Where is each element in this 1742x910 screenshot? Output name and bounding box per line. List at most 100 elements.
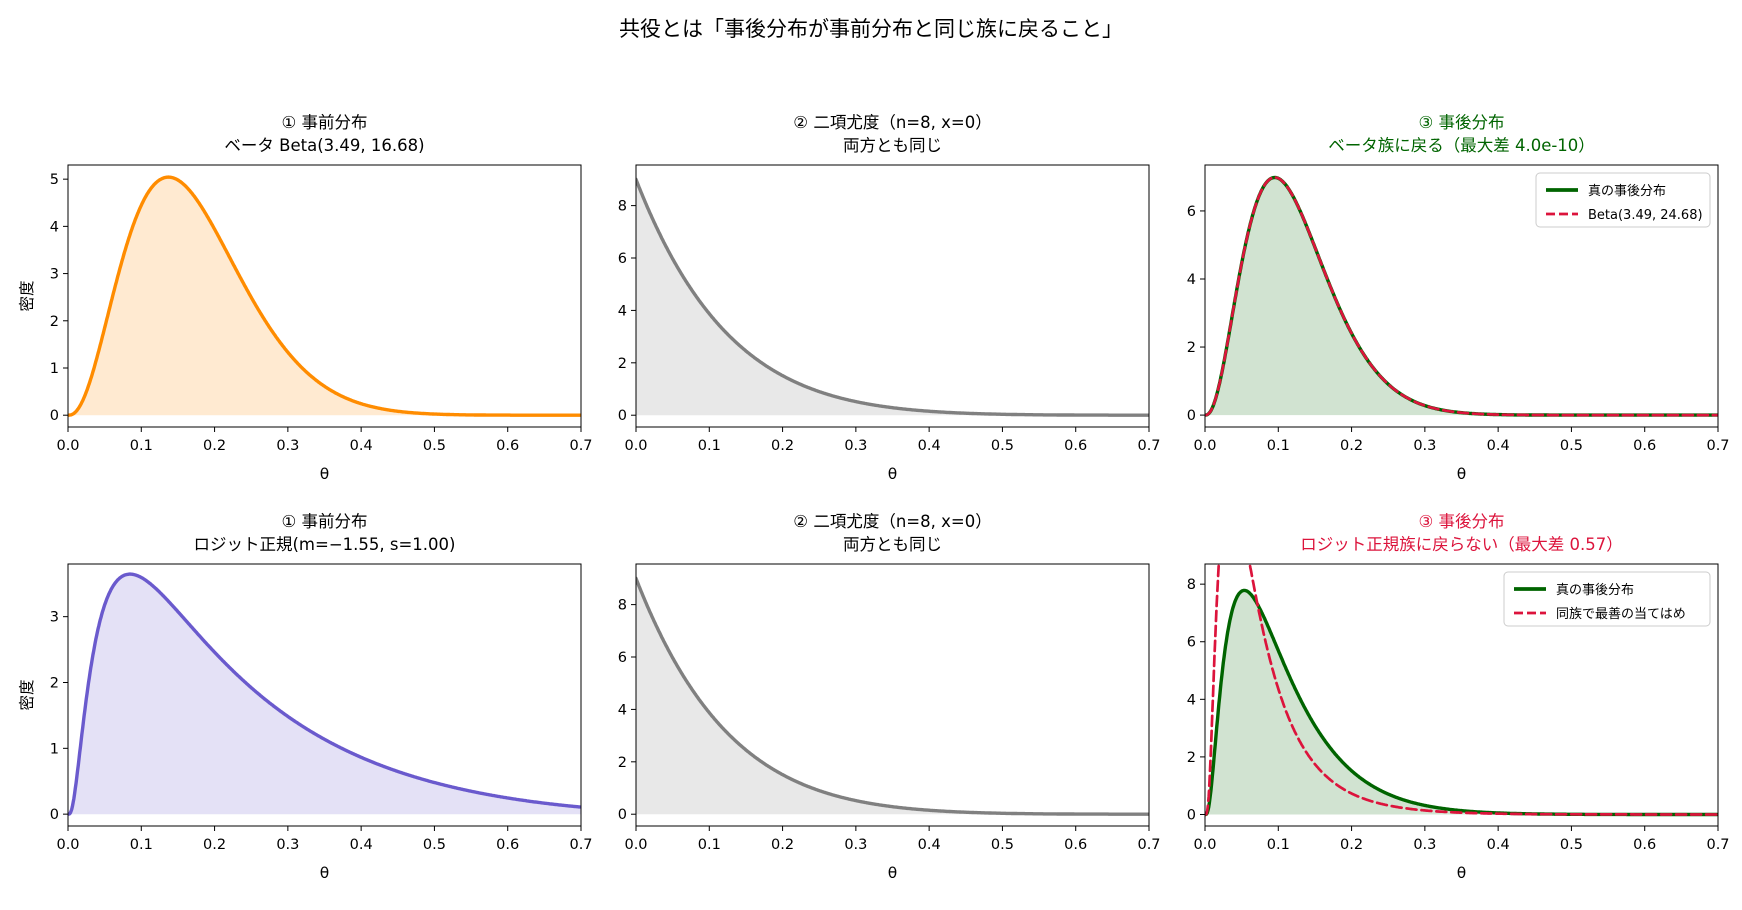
x-tick-label: 0.6 <box>1064 438 1087 454</box>
panel-title: ③ 事後分布 <box>1418 512 1504 531</box>
x-tick-label: 0.4 <box>918 837 941 853</box>
y-tick-label: 0 <box>1187 807 1196 823</box>
x-tick-label: 0.2 <box>203 438 226 454</box>
x-tick-label: 0.2 <box>1340 438 1363 454</box>
x-tick-label: 0.1 <box>1267 837 1290 853</box>
x-tick-label: 0.6 <box>1633 837 1656 853</box>
plot-frame <box>1204 563 1719 827</box>
y-tick-label: 4 <box>1187 272 1196 288</box>
x-tick-label: 0.7 <box>1706 837 1729 853</box>
x-axis-label: θ <box>1457 465 1466 483</box>
panel-subtitle: ロジット正規族に戻らない（最大差 0.57） <box>1300 535 1622 554</box>
y-tick-label: 2 <box>1187 340 1196 356</box>
y-tick-label: 0 <box>618 408 627 424</box>
legend-frame <box>1535 172 1711 228</box>
x-tick-label: 0.5 <box>991 438 1014 454</box>
y-tick-label: 2 <box>618 755 627 771</box>
y-tick-label: 2 <box>50 314 59 330</box>
x-tick-label: 0.4 <box>350 837 373 853</box>
plot-area <box>1205 564 1718 817</box>
y-tick-label: 2 <box>618 356 627 372</box>
y-tick-label: 5 <box>50 172 59 188</box>
panel-subtitle: 両方とも同じ <box>843 136 942 155</box>
plot-area <box>636 576 1149 816</box>
x-tick-label: 0.1 <box>130 438 153 454</box>
x-tick-label: 0.7 <box>569 438 592 454</box>
x-tick-label: 0.7 <box>569 837 592 853</box>
x-tick-label: 0.0 <box>624 438 647 454</box>
panel-subtitle: 両方とも同じ <box>843 535 942 554</box>
plot-frame <box>635 563 1150 827</box>
x-tick-label: 0.3 <box>1413 837 1436 853</box>
series-fill-1 <box>1205 590 1718 815</box>
y-tick-label: 2 <box>1187 750 1196 766</box>
chart-panel-1: 0.0 0.1 0.2 0.3 0.4 0.5 0.6 0.7 0 1 2 3 4 5 θ 密度 ① 事前分布ベ… <box>18 113 593 483</box>
chart-panel-3: 0.0 0.1 0.2 0.3 0.4 0.5 0.6 0.7 0 2 4 6 θ ③ 事後分布ベータ族に… <box>1187 113 1730 483</box>
x-tick-label: 0.0 <box>56 837 79 853</box>
y-axis-label: 密度 <box>18 679 36 710</box>
series-fill-1 <box>636 179 1149 416</box>
y-tick-label: 8 <box>618 199 627 215</box>
plot-frame <box>67 164 582 428</box>
chart-panel-5: 0.0 0.1 0.2 0.3 0.4 0.5 0.6 0.7 0 2 4 6 8 θ ② 二項尤度（n=8… <box>618 512 1161 882</box>
x-tick-label: 0.2 <box>203 837 226 853</box>
x-axis-label: θ <box>320 864 329 882</box>
x-tick-label: 0.1 <box>1267 438 1290 454</box>
x-tick-label: 0.5 <box>991 837 1014 853</box>
panel-subtitle: ベータ族に戻る（最大差 4.0e-10） <box>1328 136 1595 155</box>
x-tick-label: 0.6 <box>496 438 519 454</box>
x-tick-label: 0.3 <box>1413 438 1436 454</box>
x-tick-label: 0.5 <box>1560 837 1583 853</box>
legend-label: 同族で最善の当てはめ <box>1556 606 1686 622</box>
y-tick-label: 0 <box>618 807 627 823</box>
x-tick-label: 0.3 <box>844 438 867 454</box>
x-tick-label: 0.3 <box>276 438 299 454</box>
plot-frame <box>1204 164 1719 428</box>
x-tick-label: 0.1 <box>698 837 721 853</box>
panel-title: ② 二項尤度（n=8, x=0） <box>793 113 991 132</box>
legend-frame <box>1503 571 1711 627</box>
series-line-2 <box>1205 176 1718 417</box>
panel-title: ② 二項尤度（n=8, x=0） <box>793 512 991 531</box>
series-fill-1 <box>68 177 581 416</box>
x-axis-label: θ <box>888 465 897 483</box>
x-tick-label: 0.0 <box>624 837 647 853</box>
plot-area <box>68 175 581 417</box>
series-line-1 <box>636 576 1149 816</box>
x-tick-label: 0.4 <box>918 438 941 454</box>
plot-area <box>1205 175 1718 417</box>
y-tick-label: 6 <box>618 650 627 666</box>
x-tick-label: 0.5 <box>423 438 446 454</box>
x-tick-label: 0.1 <box>130 837 153 853</box>
x-tick-label: 0.7 <box>1137 837 1160 853</box>
chart-panel-6: 0.0 0.1 0.2 0.3 0.4 0.5 0.6 0.7 0 2 4 6 8 θ ③ 事後分布ロジット… <box>1187 512 1730 882</box>
x-tick-label: 0.3 <box>276 837 299 853</box>
y-tick-label: 2 <box>50 675 59 691</box>
x-tick-label: 0.1 <box>698 438 721 454</box>
y-tick-label: 4 <box>1187 692 1196 708</box>
legend: 真の事後分布 Beta(3.49, 24.68) <box>1535 172 1711 228</box>
x-tick-label: 0.3 <box>844 837 867 853</box>
series-line-1 <box>68 572 581 816</box>
plot-frame <box>635 164 1150 428</box>
x-tick-label: 0.4 <box>350 438 373 454</box>
y-tick-label: 4 <box>618 303 627 319</box>
y-axis-label: 密度 <box>18 280 36 311</box>
x-tick-label: 0.7 <box>1137 438 1160 454</box>
x-tick-label: 0.4 <box>1487 438 1510 454</box>
x-tick-label: 0.6 <box>1064 837 1087 853</box>
series-line-1 <box>68 175 581 417</box>
panel-subtitle: ベータ Beta(3.49, 16.68) <box>224 136 424 155</box>
panel-title: ③ 事後分布 <box>1418 113 1504 132</box>
y-tick-label: 0 <box>50 807 59 823</box>
x-tick-label: 0.2 <box>771 837 794 853</box>
y-tick-label: 1 <box>50 741 59 757</box>
x-tick-label: 0.2 <box>771 438 794 454</box>
chart-panel-2: 0.0 0.1 0.2 0.3 0.4 0.5 0.6 0.7 0 2 4 6 8 θ ② 二項尤度（n=8… <box>618 113 1161 483</box>
figure-title: 共役とは「事後分布が事前分布と同じ族に戻ること」 <box>619 17 1123 41</box>
panel-title: ① 事前分布 <box>281 512 367 531</box>
x-axis-label: θ <box>320 465 329 483</box>
chart-panel-4: 0.0 0.1 0.2 0.3 0.4 0.5 0.6 0.7 0 1 2 3 θ 密度 ① 事前分布ロジッ… <box>18 512 593 882</box>
y-tick-label: 6 <box>1187 635 1196 651</box>
